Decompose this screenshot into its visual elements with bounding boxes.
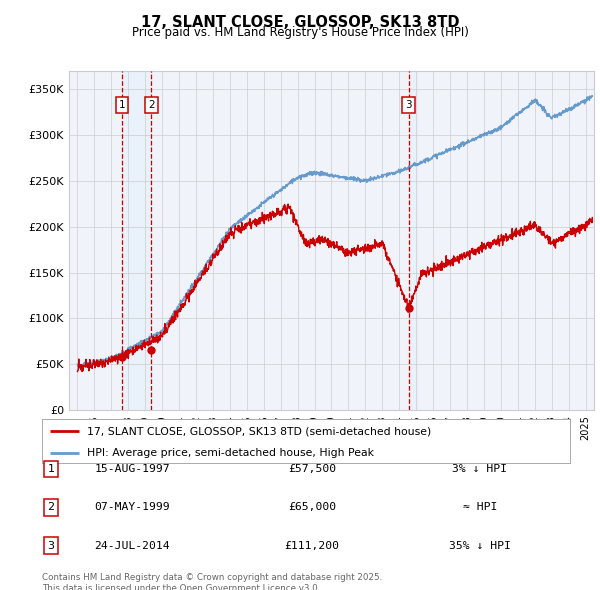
Bar [409,71,417,410]
Text: 3: 3 [406,100,412,110]
Text: Contains HM Land Registry data © Crown copyright and database right 2025.
This d: Contains HM Land Registry data © Crown c… [42,573,382,590]
Text: 15-AUG-1997: 15-AUG-1997 [94,464,170,474]
Text: ≈ HPI: ≈ HPI [463,503,497,512]
Text: 07-MAY-1999: 07-MAY-1999 [94,503,170,512]
Text: 3% ↓ HPI: 3% ↓ HPI [452,464,508,474]
Text: 1: 1 [47,464,55,474]
Text: 35% ↓ HPI: 35% ↓ HPI [449,541,511,550]
Text: 17, SLANT CLOSE, GLOSSOP, SK13 8TD (semi-detached house): 17, SLANT CLOSE, GLOSSOP, SK13 8TD (semi… [87,427,431,436]
Text: HPI: Average price, semi-detached house, High Peak: HPI: Average price, semi-detached house,… [87,448,374,458]
Text: £65,000: £65,000 [288,503,336,512]
Text: 2: 2 [148,100,155,110]
Text: £57,500: £57,500 [288,464,336,474]
Bar [122,71,151,410]
Text: £111,200: £111,200 [284,541,340,550]
Text: 2: 2 [47,503,55,512]
Text: 17, SLANT CLOSE, GLOSSOP, SK13 8TD: 17, SLANT CLOSE, GLOSSOP, SK13 8TD [141,15,459,30]
Text: 24-JUL-2014: 24-JUL-2014 [94,541,170,550]
Text: 3: 3 [47,541,55,550]
Text: Price paid vs. HM Land Registry's House Price Index (HPI): Price paid vs. HM Land Registry's House … [131,26,469,39]
Text: 1: 1 [119,100,125,110]
